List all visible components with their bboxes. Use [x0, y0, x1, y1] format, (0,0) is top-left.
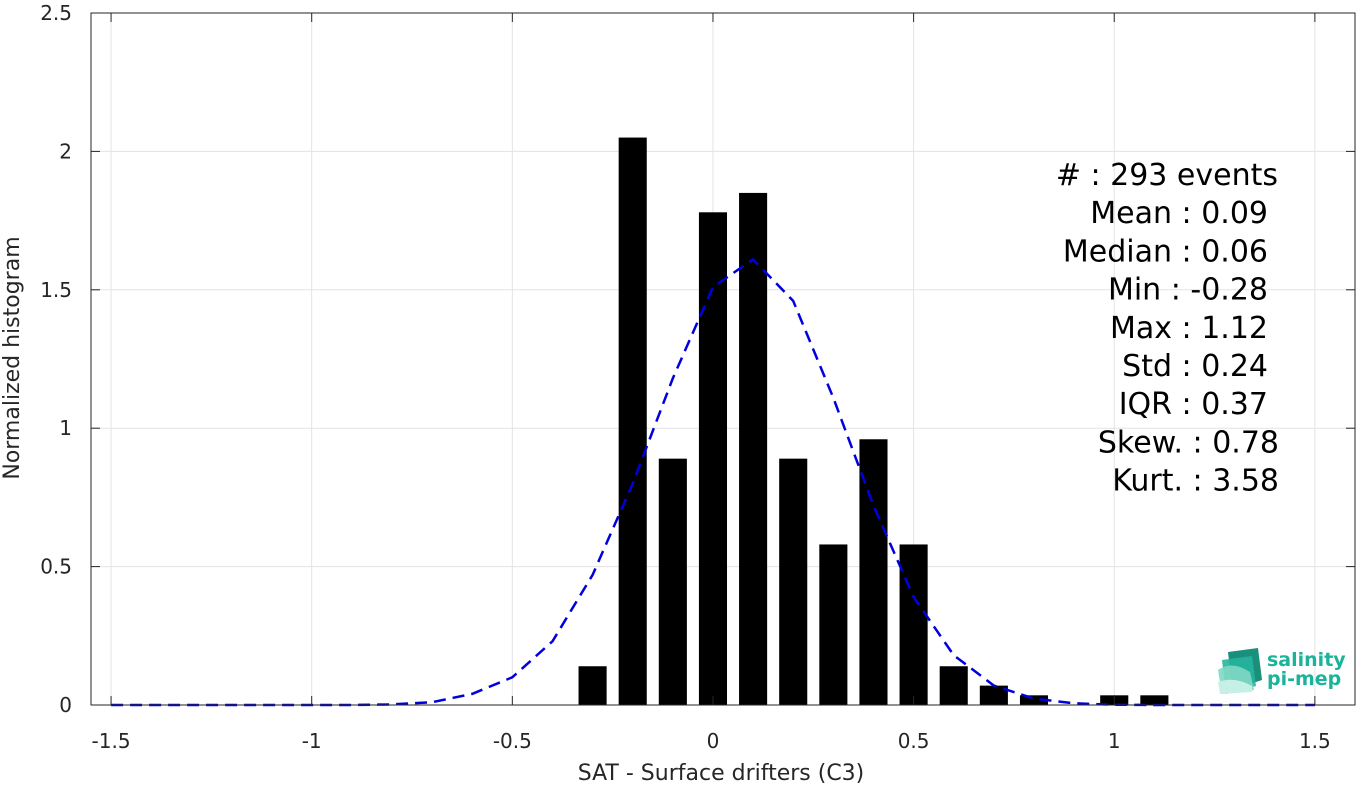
histogram-bar [698, 212, 728, 705]
y-tick-labels: 0 0.5 1 1.5 2 2.5 [40, 1, 72, 717]
axes-frame [90, 12, 1356, 706]
histogram-bar [1019, 695, 1049, 705]
y-tick-label: 1 [59, 416, 72, 440]
x-axis-label: SAT - Surface drifters (C3) [578, 761, 865, 785]
histogram-bar [578, 666, 607, 705]
stats-line: Mean : 0.09 [1090, 196, 1268, 231]
y-tick-label: 2.5 [40, 1, 72, 25]
stats-line: Kurt. : 3.58 [1112, 464, 1279, 499]
stats-line: Median : 0.06 [1063, 234, 1268, 269]
histogram-bar [819, 544, 848, 705]
axes-box [90, 12, 1356, 706]
x-tick-label: 0.5 [898, 729, 930, 753]
histogram-bar [899, 544, 928, 705]
y-tick-label: 0 [59, 693, 72, 717]
y-tick-label: 2 [59, 139, 72, 163]
histogram-bar [618, 137, 647, 705]
tick-marks [91, 12, 1355, 706]
stats-line: IQR : 0.37 [1119, 387, 1268, 422]
histogram-bars [578, 137, 1169, 706]
stats-line: Min : -0.28 [1108, 273, 1268, 308]
x-tick-label: -1 [302, 729, 322, 753]
stats-line: Std : 0.24 [1122, 349, 1268, 384]
histogram-bar [739, 192, 768, 706]
y-axis-label: Normalized histogram [0, 236, 25, 479]
stats-line: Skew. : 0.78 [1098, 425, 1279, 460]
logo-line2: pi-mep [1267, 668, 1341, 690]
x-tick-labels: -1.5 -1 -0.5 0 0.5 1 1.5 [92, 729, 1331, 753]
x-tick-label: 1.5 [1299, 729, 1331, 753]
stats-line: Max : 1.12 [1110, 311, 1268, 346]
stats-line: # : 293 events [1056, 158, 1278, 193]
histogram-bar [939, 666, 968, 705]
salinity-pimep-logo: salinity pi-mep [1218, 648, 1346, 694]
x-tick-label: 1 [1108, 729, 1121, 753]
histogram-bar [779, 458, 808, 705]
logo-line1: salinity [1267, 649, 1346, 671]
y-tick-label: 0.5 [40, 555, 72, 579]
histogram-bar [979, 685, 1008, 705]
histogram-bar [658, 458, 687, 705]
wave-logo-icon [1218, 648, 1262, 694]
x-tick-label: 0 [707, 729, 720, 753]
y-tick-label: 1.5 [40, 278, 72, 302]
histogram-bar [1140, 695, 1169, 705]
x-tick-label: -0.5 [493, 729, 532, 753]
x-tick-label: -1.5 [92, 729, 131, 753]
